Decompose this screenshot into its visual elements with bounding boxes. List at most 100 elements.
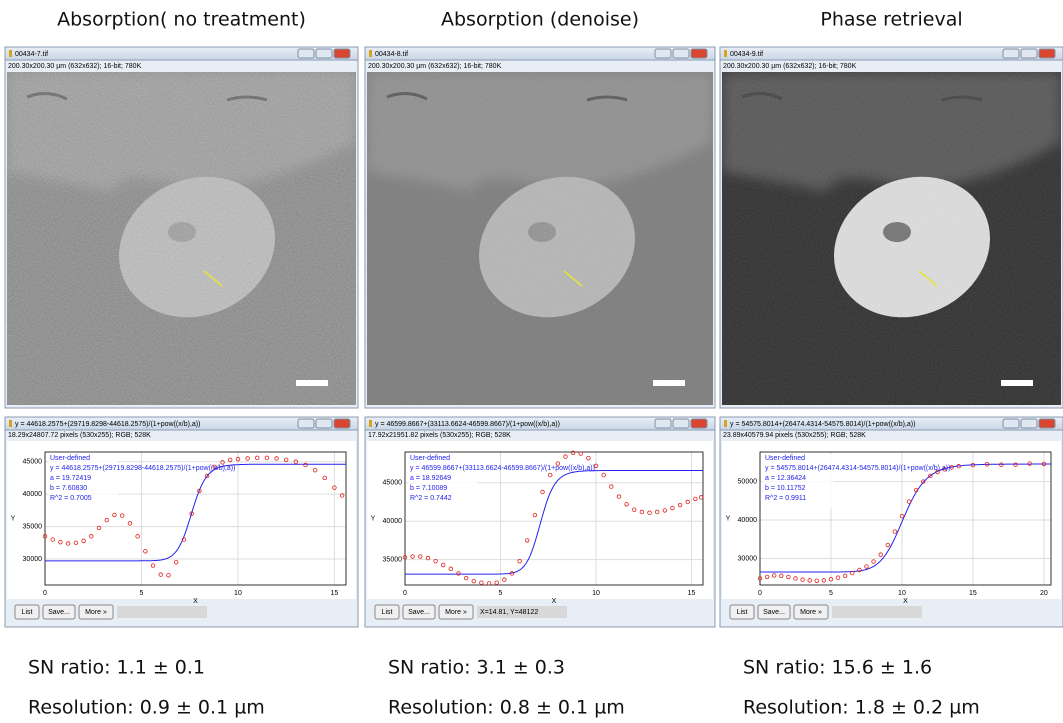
window-button[interactable] bbox=[333, 418, 351, 429]
status-field bbox=[832, 606, 922, 618]
button[interactable] bbox=[42, 604, 76, 620]
panel-heading: Absorption (denoise) bbox=[441, 9, 639, 31]
window-button[interactable] bbox=[654, 418, 672, 429]
button-label[interactable]: Save... bbox=[763, 609, 785, 616]
button-label[interactable]: Save... bbox=[408, 609, 430, 616]
plot-frame bbox=[404, 451, 704, 586]
window-button[interactable] bbox=[672, 48, 690, 59]
plot-info: 18.29x24807.72 pixels (530x255); RGB; 52… bbox=[8, 432, 151, 439]
y-tick-label: 35000 bbox=[383, 556, 403, 563]
data-point bbox=[50, 537, 55, 542]
data-point bbox=[654, 509, 660, 515]
button-label[interactable]: Save... bbox=[48, 609, 70, 616]
data-point bbox=[264, 455, 270, 461]
app-icon bbox=[369, 50, 372, 57]
data-point bbox=[540, 489, 545, 495]
window-button[interactable] bbox=[690, 48, 708, 59]
data-point bbox=[456, 571, 461, 576]
data-point bbox=[1013, 462, 1018, 467]
legend-text: b = 7.60830 bbox=[50, 485, 87, 492]
legend-text: R^2 = 0.7005 bbox=[50, 495, 92, 502]
data-point bbox=[525, 538, 530, 543]
button[interactable] bbox=[78, 604, 114, 620]
y-tick-label: 45000 bbox=[23, 459, 43, 466]
title-bar bbox=[719, 46, 1063, 61]
button[interactable] bbox=[402, 604, 436, 620]
button-label[interactable]: More » bbox=[800, 609, 822, 616]
y-axis-label: Y bbox=[11, 515, 16, 522]
y-tick-label: 40000 bbox=[23, 491, 43, 498]
button-label[interactable]: List bbox=[382, 609, 393, 616]
data-point bbox=[779, 573, 784, 578]
profile-line bbox=[563, 270, 583, 287]
noise bbox=[7, 72, 356, 405]
window-button[interactable] bbox=[1002, 48, 1020, 59]
data-point bbox=[494, 580, 499, 585]
legend-text: R^2 = 0.9911 bbox=[765, 495, 806, 502]
button[interactable] bbox=[757, 604, 791, 620]
data-point bbox=[921, 479, 926, 484]
window-button[interactable] bbox=[1020, 418, 1038, 429]
data-point bbox=[127, 521, 133, 526]
button-label[interactable]: List bbox=[22, 609, 33, 616]
button[interactable] bbox=[14, 604, 40, 620]
data-point bbox=[670, 505, 675, 511]
x-tick-label: 0 bbox=[43, 590, 47, 597]
image-info: 200.30x200.30 µm (632x632); 16-bit; 780K bbox=[723, 63, 857, 70]
data-point bbox=[555, 461, 561, 466]
data-point bbox=[885, 542, 890, 548]
data-point bbox=[601, 472, 606, 478]
window-button[interactable] bbox=[333, 48, 351, 59]
data-point bbox=[322, 475, 327, 481]
data-point bbox=[842, 573, 848, 578]
window-button[interactable] bbox=[315, 418, 333, 429]
data-point bbox=[471, 578, 476, 584]
data-point bbox=[81, 538, 86, 544]
button[interactable] bbox=[729, 604, 755, 620]
window-button[interactable] bbox=[672, 418, 690, 429]
window-button[interactable] bbox=[1038, 418, 1056, 429]
data-point bbox=[828, 577, 834, 582]
x-tick-label: 10 bbox=[592, 590, 600, 597]
button-label[interactable]: More » bbox=[85, 609, 107, 616]
window-button[interactable] bbox=[1020, 48, 1038, 59]
window-button[interactable] bbox=[297, 48, 315, 59]
data-point bbox=[463, 575, 469, 581]
legend-text: R^2 = 0.7442 bbox=[410, 495, 452, 502]
data-point bbox=[181, 537, 187, 542]
data-point bbox=[586, 455, 591, 461]
data-point bbox=[639, 509, 645, 515]
legend-text: a = 12.36424 bbox=[765, 475, 806, 482]
data-point bbox=[821, 578, 827, 583]
legend-box bbox=[763, 454, 833, 508]
window-button[interactable] bbox=[654, 48, 672, 59]
data-point bbox=[647, 510, 652, 515]
button[interactable] bbox=[438, 604, 474, 620]
data-point bbox=[871, 559, 876, 564]
resolution: Resolution: 1.8 ± 0.2 µm bbox=[743, 697, 980, 719]
window-button[interactable] bbox=[690, 418, 708, 429]
title-bar bbox=[364, 46, 716, 61]
data-point bbox=[166, 573, 171, 578]
window-button[interactable] bbox=[1038, 48, 1056, 59]
fit-curve bbox=[760, 463, 1051, 573]
window-button[interactable] bbox=[297, 418, 315, 429]
button-label[interactable]: List bbox=[737, 609, 748, 616]
data-point bbox=[857, 567, 862, 573]
button[interactable] bbox=[793, 604, 829, 620]
image-title: 00434-9.tif bbox=[730, 51, 763, 58]
x-tick-label: 5 bbox=[829, 590, 833, 597]
window-button[interactable] bbox=[315, 48, 333, 59]
panel-heading: Absorption( no treatment) bbox=[57, 9, 306, 31]
data-point bbox=[448, 566, 454, 572]
data-point bbox=[949, 465, 954, 470]
data-point bbox=[593, 463, 599, 469]
ct-image bbox=[367, 72, 713, 405]
button-label[interactable]: More » bbox=[445, 609, 467, 616]
y-tick-label: 30000 bbox=[738, 555, 758, 562]
legend-text: a = 19.72419 bbox=[50, 475, 91, 482]
fit-curve bbox=[45, 463, 346, 562]
button[interactable] bbox=[374, 604, 400, 620]
data-point bbox=[189, 511, 194, 516]
window-button[interactable] bbox=[1002, 418, 1020, 429]
